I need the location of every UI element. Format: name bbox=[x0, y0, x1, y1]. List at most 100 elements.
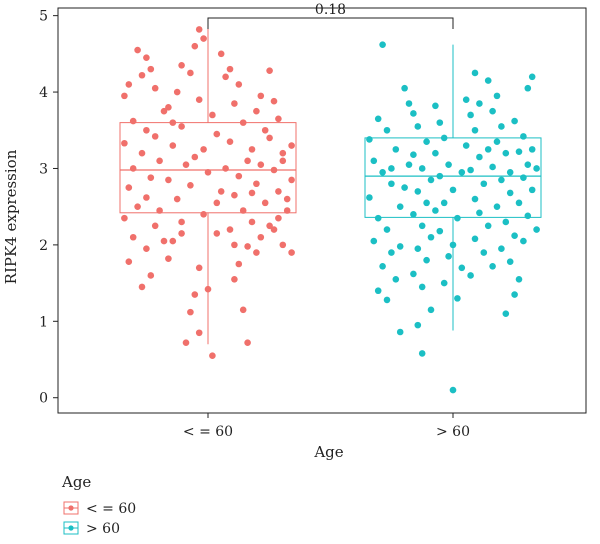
legend-entry-label: > 60 bbox=[86, 521, 120, 537]
data-point bbox=[515, 199, 523, 207]
data-point bbox=[511, 291, 518, 298]
data-point bbox=[454, 295, 461, 302]
data-point bbox=[493, 92, 501, 100]
data-point bbox=[383, 226, 391, 233]
data-point bbox=[279, 241, 287, 249]
data-point bbox=[182, 161, 190, 168]
data-point bbox=[458, 168, 466, 176]
data-point bbox=[138, 149, 146, 157]
data-point bbox=[191, 42, 199, 50]
data-point bbox=[414, 123, 422, 130]
legend-title: Age bbox=[61, 473, 91, 491]
data-point bbox=[275, 115, 282, 123]
data-point bbox=[178, 123, 185, 130]
data-point bbox=[515, 275, 523, 283]
data-point bbox=[200, 211, 207, 218]
data-point bbox=[169, 119, 177, 126]
data-point bbox=[165, 176, 172, 184]
data-point bbox=[449, 241, 457, 249]
data-point bbox=[283, 195, 291, 203]
data-point bbox=[288, 176, 295, 184]
data-point bbox=[484, 146, 492, 153]
data-point bbox=[248, 189, 256, 197]
comparison-line bbox=[207, 17, 454, 29]
data-point bbox=[257, 92, 265, 100]
data-point bbox=[279, 157, 287, 165]
data-point bbox=[275, 188, 282, 195]
data-point bbox=[489, 163, 496, 171]
data-point bbox=[253, 249, 260, 256]
data-point bbox=[471, 69, 479, 77]
data-point bbox=[261, 126, 269, 134]
data-point bbox=[129, 233, 137, 241]
data-point bbox=[138, 71, 146, 79]
x-axis: < = 60 > 60 bbox=[183, 413, 470, 440]
data-point bbox=[244, 243, 251, 250]
data-point bbox=[283, 207, 291, 214]
data-point bbox=[165, 255, 172, 262]
data-point bbox=[222, 73, 229, 81]
data-point bbox=[125, 81, 133, 88]
data-point bbox=[462, 96, 470, 103]
data-point bbox=[244, 157, 251, 165]
data-point bbox=[169, 142, 177, 149]
data-point bbox=[279, 149, 287, 157]
data-point bbox=[231, 191, 238, 199]
data-point bbox=[440, 279, 448, 287]
data-point bbox=[511, 232, 518, 240]
box-iqr bbox=[364, 137, 542, 218]
data-point bbox=[440, 199, 448, 207]
y-axis-title: RIPK4 expression bbox=[2, 149, 20, 284]
data-point bbox=[187, 181, 194, 189]
data-point bbox=[533, 226, 540, 233]
data-point bbox=[405, 161, 413, 168]
legend: Age < = 60 > 60 bbox=[61, 473, 136, 537]
data-point bbox=[410, 110, 417, 117]
data-point bbox=[418, 165, 426, 172]
data-point bbox=[200, 146, 207, 153]
data-point bbox=[121, 139, 128, 147]
data-point bbox=[506, 189, 514, 197]
data-point bbox=[528, 73, 536, 81]
data-point bbox=[524, 84, 532, 92]
data-point bbox=[414, 245, 422, 253]
data-point bbox=[226, 138, 234, 146]
data-point bbox=[401, 84, 408, 92]
data-point bbox=[449, 386, 457, 394]
data-point bbox=[248, 218, 256, 226]
data-point bbox=[253, 180, 260, 188]
data-point bbox=[410, 151, 417, 159]
data-point bbox=[454, 214, 461, 222]
data-point bbox=[528, 186, 536, 194]
data-point bbox=[528, 146, 536, 153]
data-point bbox=[288, 142, 295, 149]
data-point bbox=[288, 249, 295, 256]
data-point bbox=[498, 176, 505, 184]
data-point bbox=[239, 306, 247, 314]
data-point bbox=[173, 88, 181, 96]
data-point bbox=[266, 67, 273, 74]
y-tick-label: 4 bbox=[39, 85, 48, 101]
y-tick-label: 0 bbox=[39, 391, 48, 407]
data-point bbox=[449, 186, 457, 194]
data-point bbox=[187, 69, 194, 77]
data-point bbox=[156, 207, 163, 214]
data-point bbox=[226, 226, 234, 233]
data-point bbox=[147, 174, 155, 181]
data-point bbox=[261, 199, 269, 207]
data-point bbox=[195, 264, 203, 272]
data-point bbox=[506, 168, 514, 176]
data-point bbox=[187, 308, 194, 316]
data-point bbox=[147, 65, 155, 73]
data-point bbox=[533, 165, 540, 172]
data-point bbox=[445, 253, 452, 260]
data-point bbox=[178, 218, 185, 226]
data-point bbox=[169, 237, 177, 245]
data-point bbox=[257, 233, 265, 241]
data-point bbox=[388, 180, 395, 188]
legend-key-dot bbox=[68, 525, 74, 531]
data-point bbox=[178, 230, 185, 237]
points bbox=[121, 26, 540, 394]
data-point bbox=[471, 235, 479, 243]
